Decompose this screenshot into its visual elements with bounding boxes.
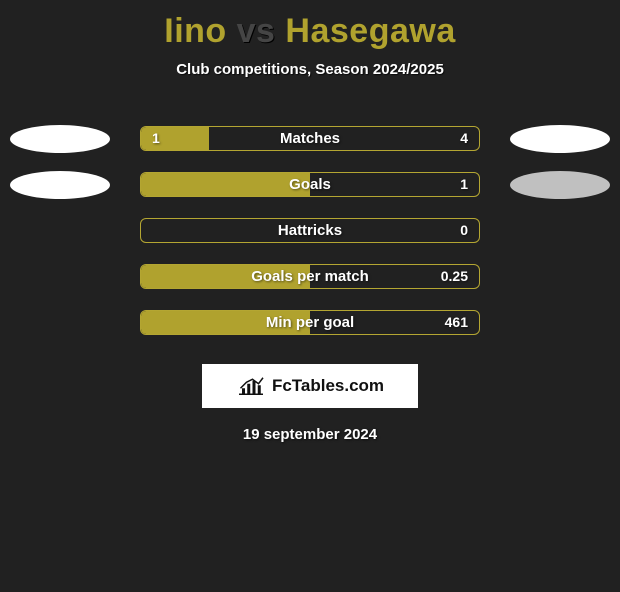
bar-track: Goals — [140, 172, 480, 197]
subtitle: Club competitions, Season 2024/2025 — [0, 61, 620, 78]
side-ellipse — [510, 171, 610, 199]
value-right: 0 — [460, 218, 474, 243]
value-right: 461 — [445, 310, 474, 335]
logo-box: FcTables.com — [202, 364, 418, 408]
bar-label: Goals per match — [141, 265, 479, 288]
title-left: Iino — [164, 12, 226, 50]
chart-icon — [236, 374, 266, 398]
value-right: 1 — [460, 172, 474, 197]
bar-track: Min per goal — [140, 310, 480, 335]
side-ellipse — [10, 125, 110, 153]
value-left: 1 — [146, 126, 160, 151]
logo-text: FcTables.com — [272, 376, 384, 396]
bar-track: Goals per match — [140, 264, 480, 289]
stat-row: Goals per match0.25 — [0, 254, 620, 300]
date: 19 september 2024 — [0, 426, 620, 443]
side-ellipse — [10, 171, 110, 199]
stat-row: Goals1 — [0, 162, 620, 208]
bar-label: Hattricks — [141, 219, 479, 242]
value-right: 0.25 — [441, 264, 474, 289]
stat-row: Min per goal461 — [0, 300, 620, 346]
side-ellipse — [510, 125, 610, 153]
value-right: 4 — [460, 126, 474, 151]
comparison-rows: Matches14Goals1Hattricks0Goals per match… — [0, 116, 620, 346]
stat-row: Matches1 4 — [0, 116, 620, 162]
bar-label: Min per goal — [141, 311, 479, 334]
bar-track: Matches — [140, 126, 480, 151]
bar-track: Hattricks — [140, 218, 480, 243]
page-title: Iino vs Hasegawa — [0, 12, 620, 51]
title-vs: vs — [237, 12, 276, 50]
title-right: Hasegawa — [285, 12, 455, 50]
stat-row: Hattricks0 — [0, 208, 620, 254]
bar-label: Goals — [141, 173, 479, 196]
bar-label: Matches — [141, 127, 479, 150]
